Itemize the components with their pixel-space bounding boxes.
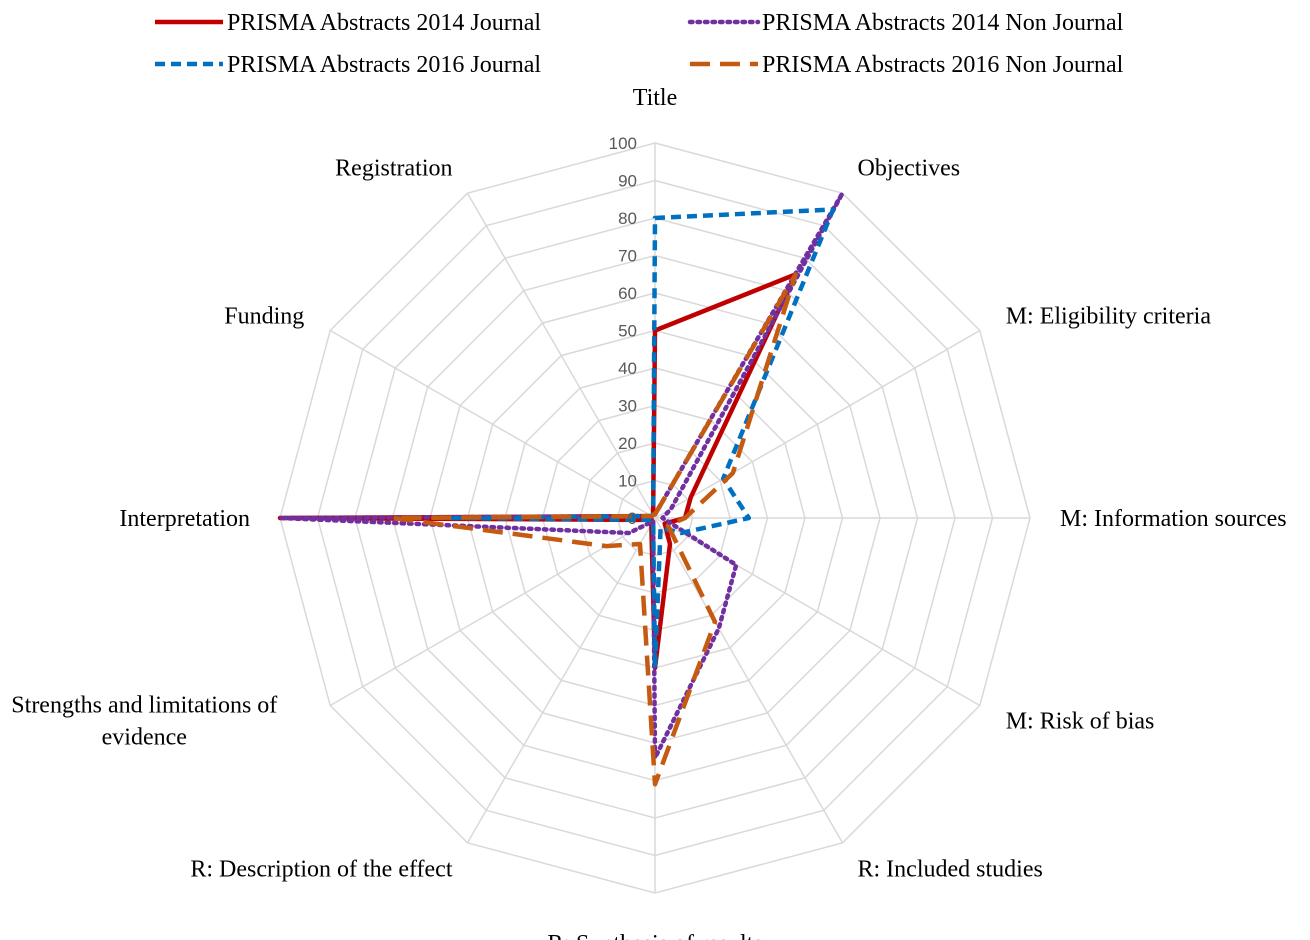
grid-spoke (329, 517, 656, 707)
tick-label: 40 (618, 359, 637, 378)
legend-label: PRISMA Abstracts 2014 Non Journal (762, 10, 1124, 36)
tick-labels: 0 10 20 30 40 50 60 70 80 90 100 (609, 134, 637, 528)
axis-label-11: Funding (224, 304, 304, 330)
tick-label: 0 (628, 509, 637, 528)
grid-spoke (654, 329, 981, 519)
legend-item-3: PRISMA Abstracts 2016 Journal (155, 52, 541, 78)
tick-label: 70 (618, 247, 637, 266)
series-line-2 (277, 190, 845, 761)
tick-label: 80 (618, 209, 637, 228)
tick-label: 50 (618, 322, 637, 341)
legend: PRISMA Abstracts 2014 Journal PRISMA Abst… (155, 10, 1124, 78)
axis-label-5: M: Risk of bias (1006, 709, 1155, 735)
axis-label-2: Objectives (858, 155, 961, 181)
axis-label-1: Title (633, 85, 677, 111)
axis-label-9: Strengths and limitations of evidence (11, 693, 277, 751)
tick-label: 60 (618, 284, 637, 303)
tick-label: 100 (609, 134, 637, 153)
grid-spoke (654, 517, 844, 844)
grid-spoke (466, 517, 656, 844)
grid-spoke (654, 517, 981, 707)
axis-label-6: R: Included studies (858, 857, 1043, 883)
axis-label-3: M: Eligibility criteria (1006, 304, 1212, 330)
axis-label-7: R: Synthesis of results (547, 931, 762, 940)
series-layer (277, 190, 845, 787)
axis-label-12: Registration (335, 155, 452, 181)
axis-label-10: Interpretation (119, 506, 250, 532)
series-line-4 (390, 272, 798, 787)
axis-labels: Title Objectives M: Eligibility criteria M:… (11, 85, 1286, 940)
legend-item-1: PRISMA Abstracts 2014 Journal (155, 10, 541, 36)
series-line-3 (446, 207, 836, 671)
tick-label: 10 (618, 472, 637, 491)
legend-label: PRISMA Abstracts 2016 Non Journal (762, 52, 1124, 78)
legend-item-2: PRISMA Abstracts 2014 Non Journal (687, 10, 1124, 36)
grid-spoke (329, 329, 656, 519)
legend-label: PRISMA Abstracts 2016 Journal (227, 52, 541, 78)
legend-label: PRISMA Abstracts 2014 Journal (227, 10, 541, 36)
grid-spoke (466, 192, 656, 519)
axis-label-8: R: Description of the effect (190, 857, 452, 883)
tick-label: 20 (618, 434, 637, 453)
axis-label-4: M: Information sources (1060, 506, 1287, 532)
tick-label: 90 (618, 172, 637, 191)
tick-label: 30 (618, 397, 637, 416)
legend-item-4: PRISMA Abstracts 2016 Non Journal (690, 52, 1124, 78)
